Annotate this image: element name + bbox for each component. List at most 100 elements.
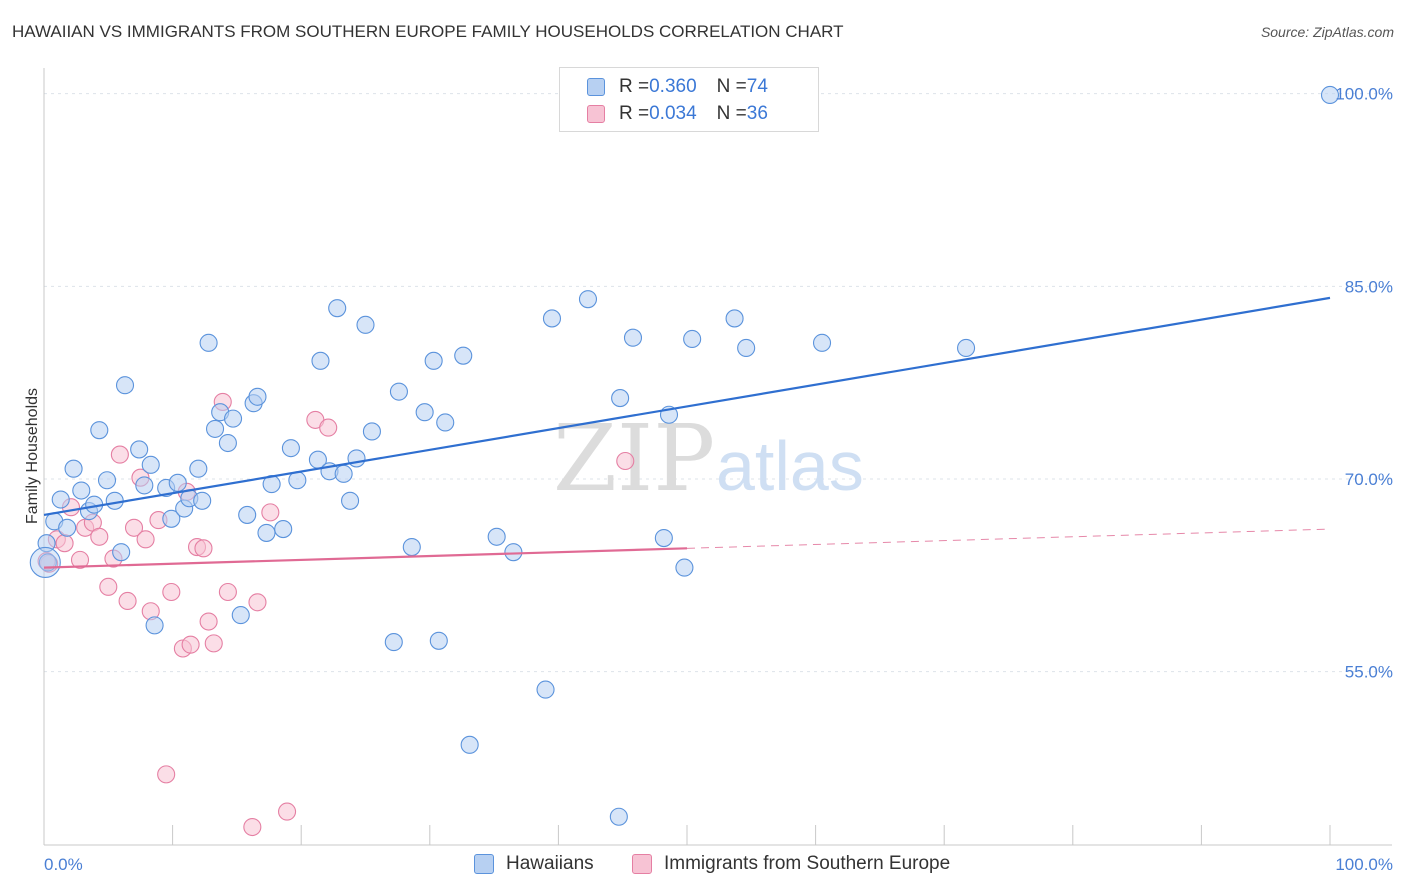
data-point	[58, 518, 77, 537]
data-point	[436, 413, 455, 432]
data-point	[623, 328, 643, 347]
data-point	[118, 591, 137, 611]
data-point	[130, 440, 149, 459]
data-point	[168, 473, 187, 492]
data-point	[157, 765, 176, 784]
data-point	[257, 523, 276, 542]
data-point	[328, 299, 347, 318]
data-point	[334, 464, 353, 483]
legend-row-immigrants: R = 0.034 N = 36	[587, 102, 768, 126]
y-tick-labels: 55.0% 70.0% 85.0% 100.0%	[1335, 85, 1393, 682]
legend-swatch-blue	[587, 78, 605, 96]
source-label: Source: ZipAtlas.com	[1260, 24, 1394, 40]
data-point	[55, 534, 74, 553]
data-point	[362, 422, 381, 441]
data-point	[136, 530, 155, 549]
data-point	[99, 577, 118, 596]
series-hawaiians-points	[29, 85, 1340, 826]
y-tick-label: 85.0%	[1345, 277, 1393, 296]
data-point	[194, 539, 213, 558]
legend-r-value: 0.360	[649, 76, 697, 97]
grid-lines	[44, 93, 1392, 673]
data-point	[193, 491, 212, 510]
bottom-legend-swatch-blue	[474, 854, 494, 874]
data-point	[504, 543, 523, 562]
trend-line-hawaiians	[43, 296, 1331, 517]
data-point	[97, 471, 117, 490]
chart-title: HAWAIIAN VS IMMIGRANTS FROM SOUTHERN EUR…	[12, 22, 844, 41]
data-point	[90, 421, 109, 440]
legend-r-label: R =	[619, 103, 650, 124]
data-point	[218, 433, 237, 453]
data-point	[542, 309, 562, 328]
bottom-legend-swatch-pink	[632, 854, 652, 874]
trend-line-immigrants-extension	[686, 528, 1331, 549]
data-point	[288, 471, 307, 490]
data-point	[105, 491, 124, 510]
data-point	[609, 807, 628, 826]
data-point	[231, 606, 250, 625]
data-point	[616, 451, 635, 471]
watermark: ZIP atlas	[553, 405, 864, 512]
data-point	[162, 509, 181, 528]
data-point	[181, 635, 200, 654]
data-point	[278, 802, 297, 821]
legend-n-label: N =	[716, 103, 747, 124]
data-point	[356, 315, 375, 334]
data-point	[611, 389, 630, 408]
data-point	[654, 529, 673, 548]
legend-row-hawaiians: R = 0.360 N = 74	[587, 75, 768, 99]
data-point	[311, 351, 330, 370]
bottom-legend-hawaiians: Hawaiians	[474, 852, 594, 876]
y-axis-title: Family Households	[24, 388, 41, 524]
data-point	[725, 309, 744, 328]
data-point	[460, 735, 479, 754]
bottom-legend-immigrants: Immigrants from Southern Europe	[632, 852, 950, 876]
bottom-legend-label-immigrants: Immigrants from Southern Europe	[664, 853, 951, 874]
data-point	[199, 333, 218, 352]
data-point	[218, 582, 237, 602]
series-immigrants-points	[37, 392, 635, 837]
data-point	[90, 527, 109, 546]
y-tick-label: 70.0%	[1345, 470, 1393, 489]
watermark-zip: ZIP	[553, 405, 715, 512]
x-tick-labels: 0.0% 100.0%	[44, 855, 1393, 874]
data-point	[248, 387, 267, 406]
data-point	[429, 631, 448, 650]
y-tick-label: 100.0%	[1335, 85, 1393, 104]
bottom-legend-label-hawaiians: Hawaiians	[506, 853, 594, 874]
data-point	[70, 550, 90, 569]
legend-r-value: 0.034	[649, 103, 697, 124]
data-point	[341, 491, 360, 510]
axes	[43, 68, 1392, 846]
watermark-atlas: atlas	[716, 427, 864, 505]
data-point	[812, 333, 832, 352]
data-point	[454, 346, 473, 365]
data-point	[1320, 85, 1340, 105]
data-point	[199, 612, 218, 631]
data-point	[578, 290, 598, 309]
data-point	[347, 449, 366, 468]
data-point	[64, 459, 83, 478]
data-point	[737, 338, 756, 358]
y-tick-label: 55.0%	[1345, 663, 1393, 682]
data-point	[189, 459, 208, 478]
data-point	[389, 382, 408, 401]
data-point	[204, 634, 223, 653]
legend-r-label: R =	[619, 76, 650, 97]
legend-box: R = 0.360 N = 74 R = 0.034 N = 36	[559, 67, 819, 132]
data-point	[683, 329, 702, 349]
data-point	[51, 490, 70, 509]
data-point	[162, 582, 181, 602]
data-point	[402, 537, 421, 557]
data-point	[415, 403, 434, 422]
data-point-cluster	[29, 546, 61, 579]
data-point	[957, 338, 976, 358]
data-point	[205, 419, 225, 438]
data-point	[424, 351, 443, 370]
data-point	[115, 376, 135, 395]
legend-n-value: 74	[746, 76, 768, 97]
data-point	[281, 439, 300, 458]
data-point	[145, 616, 164, 635]
